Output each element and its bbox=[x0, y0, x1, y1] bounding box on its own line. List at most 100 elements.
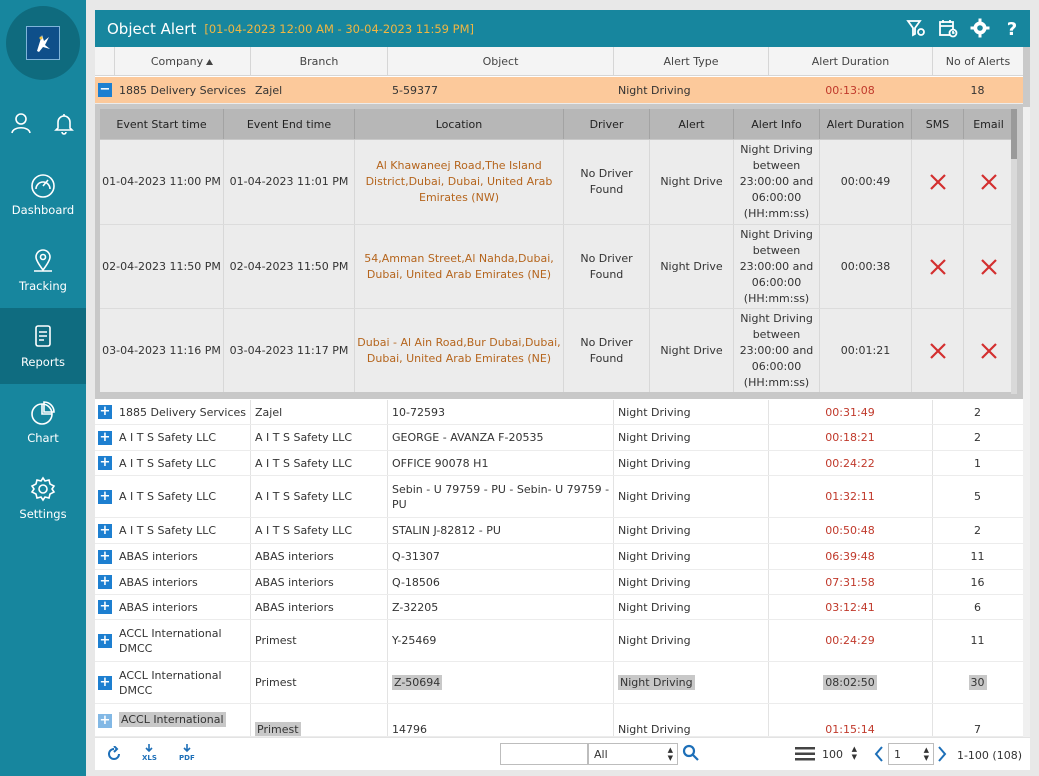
filter-select-value: All bbox=[594, 747, 608, 761]
schedule-icon[interactable] bbox=[938, 18, 958, 38]
detail-location[interactable]: Al Khawaneej Road,The Island District,Du… bbox=[354, 140, 563, 224]
detail-header-email[interactable]: Email bbox=[963, 109, 1013, 139]
detail-alert-info: Night Driving between 23:00:00 and 06:00… bbox=[733, 140, 819, 224]
header-branch[interactable]: Branch bbox=[250, 47, 387, 76]
detail-info-line1: Night Driving bbox=[740, 143, 813, 156]
expand-row-icon[interactable]: + bbox=[98, 549, 112, 564]
cell-company: ABAS interiors bbox=[119, 600, 198, 614]
prev-page-icon[interactable] bbox=[873, 745, 885, 763]
filter-select[interactable]: All ▲ ▼ bbox=[588, 743, 678, 765]
detail-end: 03-04-2023 11:17 PM bbox=[223, 309, 354, 392]
header-company[interactable]: Company bbox=[114, 47, 250, 76]
grid-scrollbar-thumb[interactable] bbox=[1023, 47, 1030, 107]
search-icon[interactable] bbox=[682, 744, 700, 762]
table-row[interactable]: + A I T S Safety LLC A I T S Safety LLC … bbox=[95, 425, 1023, 451]
cell-branch: Primest bbox=[255, 676, 297, 689]
detail-scrollbar-thumb[interactable] bbox=[1011, 109, 1017, 159]
nav-tracking[interactable]: Tracking bbox=[0, 232, 86, 308]
detail-end: 01-04-2023 11:01 PM bbox=[223, 140, 354, 224]
table-row[interactable]: + ABAS interiors ABAS interiors Q-18506 … bbox=[95, 570, 1023, 595]
cell-company: ABAS interiors bbox=[119, 575, 198, 589]
cell-duration-text: 08:02:50 bbox=[823, 675, 877, 690]
table-row[interactable]: + A I T S Safety LLC A I T S Safety LLC … bbox=[95, 451, 1023, 476]
header-alert-type[interactable]: Alert Type bbox=[613, 47, 768, 76]
expand-row-icon[interactable]: + bbox=[98, 489, 112, 504]
expand-row-icon[interactable]: + bbox=[98, 430, 112, 445]
detail-location[interactable]: 54,Amman Street,Al Nahda,Dubai, Dubai, U… bbox=[354, 225, 563, 308]
table-row[interactable]: + ACCL International DMCC Primest Y-2546… bbox=[95, 620, 1023, 662]
search-input[interactable] bbox=[500, 743, 588, 765]
grid-scrollbar[interactable] bbox=[1023, 47, 1030, 737]
refresh-icon[interactable] bbox=[106, 746, 122, 762]
table-row[interactable]: + ACCL International DMCC Primest Z-5069… bbox=[95, 662, 1023, 704]
header-branch-label: Branch bbox=[299, 55, 339, 68]
expand-row-icon[interactable]: + bbox=[98, 599, 112, 614]
cell-object-line1: Sebin - U 79759 - PU - Sebin- U 79759 - bbox=[392, 482, 610, 496]
detail-header-end[interactable]: Event End time bbox=[223, 109, 354, 139]
table-row[interactable]: + ABAS interiors ABAS interiors Z-32205 … bbox=[95, 595, 1023, 620]
export-xls-button[interactable]: XLS bbox=[142, 744, 157, 762]
detail-info-line5: (HH:mm:ss) bbox=[743, 291, 810, 305]
expand-row-icon[interactable]: + bbox=[98, 404, 112, 419]
expand-row-icon[interactable]: + bbox=[98, 523, 112, 538]
settings-icon[interactable] bbox=[970, 18, 990, 38]
detail-header-location[interactable]: Location bbox=[354, 109, 563, 139]
table-row[interactable]: + ACCL International Primest 14796 Night… bbox=[95, 704, 1023, 737]
detail-sms bbox=[911, 309, 963, 392]
date-range: [01-04-2023 12:00 AM - 30-04-2023 11:59 … bbox=[204, 21, 474, 36]
cell-alert-type: Night Driving bbox=[618, 723, 691, 736]
table-row[interactable]: + A I T S Safety LLC A I T S Safety LLC … bbox=[95, 518, 1023, 544]
nav-dashboard[interactable]: Dashboard bbox=[0, 156, 86, 232]
detail-header-alert[interactable]: Alert bbox=[649, 109, 733, 139]
header-no-of-alerts[interactable]: No of Alerts bbox=[932, 47, 1023, 76]
collapse-row-icon[interactable]: − bbox=[98, 82, 112, 97]
nav-reports[interactable]: Reports bbox=[0, 308, 86, 384]
detail-duration: 00:00:49 bbox=[819, 140, 911, 224]
sort-asc-icon bbox=[206, 58, 214, 65]
nav-settings[interactable]: Settings bbox=[0, 460, 86, 536]
detail-start: 01-04-2023 11:00 PM bbox=[102, 175, 221, 188]
detail-location[interactable]: Dubai - Al Ain Road,Bur Dubai,Dubai, Dub… bbox=[354, 309, 563, 392]
page-number-select[interactable]: 1 ▲ ▼ bbox=[888, 743, 934, 765]
bell-icon[interactable] bbox=[50, 108, 78, 138]
filter-icon[interactable] bbox=[906, 18, 926, 38]
select-arrows-icon: ▲ ▼ bbox=[923, 746, 929, 762]
table-row[interactable]: + ABAS interiors ABAS interiors Q-31307 … bbox=[95, 544, 1023, 570]
cell-company: A I T S Safety LLC bbox=[119, 431, 217, 444]
expand-row-icon[interactable]: + bbox=[98, 675, 112, 690]
detail-header-alert-info[interactable]: Alert Info bbox=[733, 109, 819, 139]
cell-branch: Zajel bbox=[255, 83, 283, 97]
cell-count: 2 bbox=[974, 431, 981, 444]
detail-header-driver[interactable]: Driver bbox=[563, 109, 649, 139]
help-icon[interactable]: ? bbox=[1002, 18, 1022, 38]
nav-chart[interactable]: Chart bbox=[0, 384, 86, 460]
detail-header-alert-duration[interactable]: Alert Duration bbox=[819, 109, 911, 139]
next-page-icon[interactable] bbox=[936, 745, 948, 763]
header-alert-duration[interactable]: Alert Duration bbox=[768, 47, 932, 76]
table-row[interactable]: + A I T S Safety LLC A I T S Safety LLC … bbox=[95, 476, 1023, 518]
detail-info-line2: between bbox=[752, 243, 801, 257]
detail-info-line5: (HH:mm:ss) bbox=[743, 375, 810, 389]
table-row[interactable]: + 1885 Delivery Services Zajel 10-72593 … bbox=[95, 400, 1023, 425]
cell-count: 30 bbox=[932, 662, 1023, 703]
detail-header-start[interactable]: Event Start time bbox=[116, 117, 207, 131]
detail-scrollbar[interactable] bbox=[1011, 109, 1017, 394]
detail-location-line1: Al Khawaneej Road,The Island bbox=[376, 159, 542, 172]
cell-alert-type: Night Driving bbox=[618, 83, 691, 97]
expand-row-icon[interactable]: + bbox=[98, 713, 112, 728]
header-object[interactable]: Object bbox=[387, 47, 613, 76]
cell-company: 1885 Delivery Services bbox=[119, 405, 247, 419]
expand-row-icon[interactable]: + bbox=[98, 574, 112, 589]
export-pdf-button[interactable]: PDF bbox=[179, 744, 195, 762]
table-row-expanded[interactable]: − 1885 Delivery Services Zajel 5-59377 N… bbox=[95, 77, 1023, 104]
detail-header-sms[interactable]: SMS bbox=[911, 109, 963, 139]
user-icon[interactable] bbox=[7, 108, 35, 138]
expand-row-icon[interactable]: + bbox=[98, 633, 112, 648]
detail-info-line2: between bbox=[752, 327, 801, 341]
svg-text:?: ? bbox=[1007, 19, 1017, 38]
page-size-select[interactable]: 100 ▲ ▼ bbox=[817, 743, 861, 765]
cell-alert-type: Night Driving bbox=[618, 634, 691, 647]
sms-not-sent-icon bbox=[929, 174, 946, 190]
expand-row-icon[interactable]: + bbox=[98, 455, 112, 470]
app-logo[interactable] bbox=[6, 6, 80, 80]
